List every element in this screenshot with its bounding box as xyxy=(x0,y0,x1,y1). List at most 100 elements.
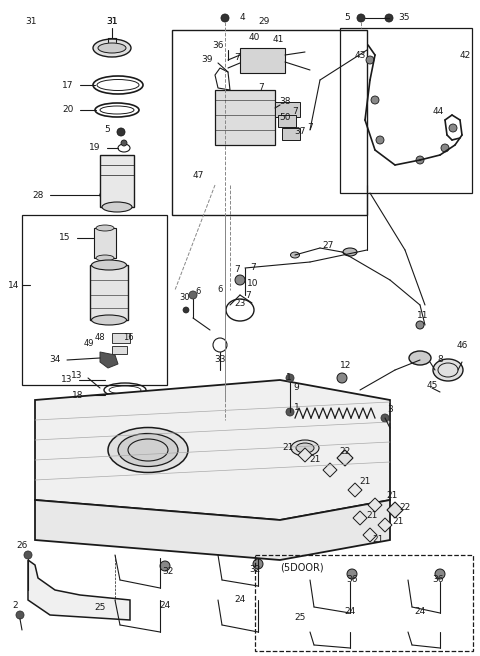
Text: 26: 26 xyxy=(16,541,28,550)
Polygon shape xyxy=(378,518,392,532)
Text: 25: 25 xyxy=(294,613,306,621)
Text: 23: 23 xyxy=(234,298,246,308)
Circle shape xyxy=(347,569,357,579)
Text: 11: 11 xyxy=(417,310,429,319)
Text: 6: 6 xyxy=(217,285,223,295)
Text: 37: 37 xyxy=(294,127,306,136)
Circle shape xyxy=(189,291,197,299)
Bar xyxy=(172,30,367,215)
Text: 48: 48 xyxy=(95,333,105,342)
Circle shape xyxy=(286,408,294,416)
Text: 31: 31 xyxy=(106,18,118,26)
Circle shape xyxy=(381,414,389,422)
Ellipse shape xyxy=(433,359,463,381)
Text: 4: 4 xyxy=(240,14,246,22)
Ellipse shape xyxy=(98,43,126,53)
Circle shape xyxy=(183,307,189,313)
Ellipse shape xyxy=(108,428,188,472)
Text: 35: 35 xyxy=(398,14,410,22)
Ellipse shape xyxy=(96,225,114,231)
Text: 34: 34 xyxy=(49,356,60,365)
Text: 32: 32 xyxy=(162,567,174,577)
Text: 25: 25 xyxy=(94,604,106,613)
Bar xyxy=(282,128,300,140)
Text: 8: 8 xyxy=(437,356,443,365)
Ellipse shape xyxy=(92,260,127,270)
Text: 24: 24 xyxy=(234,596,246,604)
Text: 40: 40 xyxy=(248,33,260,43)
Polygon shape xyxy=(348,483,362,497)
Text: 7: 7 xyxy=(234,54,240,62)
Text: 36: 36 xyxy=(432,575,444,584)
Bar xyxy=(215,90,275,145)
Text: 3: 3 xyxy=(387,405,393,415)
Text: 38: 38 xyxy=(279,98,291,106)
Text: 13: 13 xyxy=(61,375,73,384)
Circle shape xyxy=(337,373,347,383)
Bar xyxy=(240,48,285,73)
Circle shape xyxy=(160,561,170,571)
Circle shape xyxy=(435,569,445,579)
Polygon shape xyxy=(353,511,367,525)
Text: 21: 21 xyxy=(392,518,404,527)
Bar xyxy=(278,115,296,127)
Circle shape xyxy=(441,144,449,152)
Polygon shape xyxy=(298,448,312,462)
Text: 7: 7 xyxy=(234,266,240,274)
Text: 39: 39 xyxy=(201,56,213,64)
Text: 5: 5 xyxy=(104,125,110,134)
Ellipse shape xyxy=(92,315,127,325)
Circle shape xyxy=(24,551,32,559)
Polygon shape xyxy=(35,500,390,560)
Polygon shape xyxy=(100,352,118,368)
Text: 15: 15 xyxy=(59,234,71,243)
Text: 24: 24 xyxy=(159,600,170,609)
Bar xyxy=(340,28,472,193)
Circle shape xyxy=(16,611,24,619)
Circle shape xyxy=(357,14,365,22)
Text: (5DOOR): (5DOOR) xyxy=(280,562,324,572)
Polygon shape xyxy=(35,380,390,520)
Text: 21: 21 xyxy=(282,443,294,451)
Circle shape xyxy=(121,140,127,146)
Circle shape xyxy=(416,156,424,164)
Text: 7: 7 xyxy=(292,108,298,117)
Text: 2: 2 xyxy=(12,600,18,609)
Bar xyxy=(275,102,300,117)
Circle shape xyxy=(100,192,106,198)
Circle shape xyxy=(449,124,457,132)
Text: 21: 21 xyxy=(372,535,384,544)
Text: 36: 36 xyxy=(212,41,224,49)
Bar xyxy=(22,215,167,385)
Text: 27: 27 xyxy=(322,241,334,249)
Text: 20: 20 xyxy=(62,106,74,115)
Text: 19: 19 xyxy=(89,144,101,152)
Ellipse shape xyxy=(409,351,431,365)
Text: 7: 7 xyxy=(307,123,313,133)
Text: 46: 46 xyxy=(456,340,468,350)
Text: 21: 21 xyxy=(366,510,378,520)
Text: 21: 21 xyxy=(386,491,398,499)
Circle shape xyxy=(385,14,393,22)
Text: 1: 1 xyxy=(294,403,300,413)
Polygon shape xyxy=(387,502,403,518)
Ellipse shape xyxy=(291,440,319,456)
Text: 7: 7 xyxy=(258,83,264,92)
Text: 12: 12 xyxy=(340,361,352,369)
Bar xyxy=(112,333,130,343)
Text: 31: 31 xyxy=(25,18,37,26)
Text: 28: 28 xyxy=(32,190,44,199)
Text: 9: 9 xyxy=(293,384,299,392)
Ellipse shape xyxy=(290,252,300,258)
Text: 33: 33 xyxy=(214,356,226,365)
Text: 22: 22 xyxy=(399,502,410,512)
Ellipse shape xyxy=(296,443,314,453)
Text: 21: 21 xyxy=(360,478,371,487)
Text: 17: 17 xyxy=(62,81,74,89)
Polygon shape xyxy=(28,560,130,620)
Text: 47: 47 xyxy=(192,171,204,180)
Text: 29: 29 xyxy=(258,18,270,26)
Circle shape xyxy=(286,374,294,382)
Text: 21: 21 xyxy=(309,455,321,464)
Text: 30: 30 xyxy=(180,293,190,302)
